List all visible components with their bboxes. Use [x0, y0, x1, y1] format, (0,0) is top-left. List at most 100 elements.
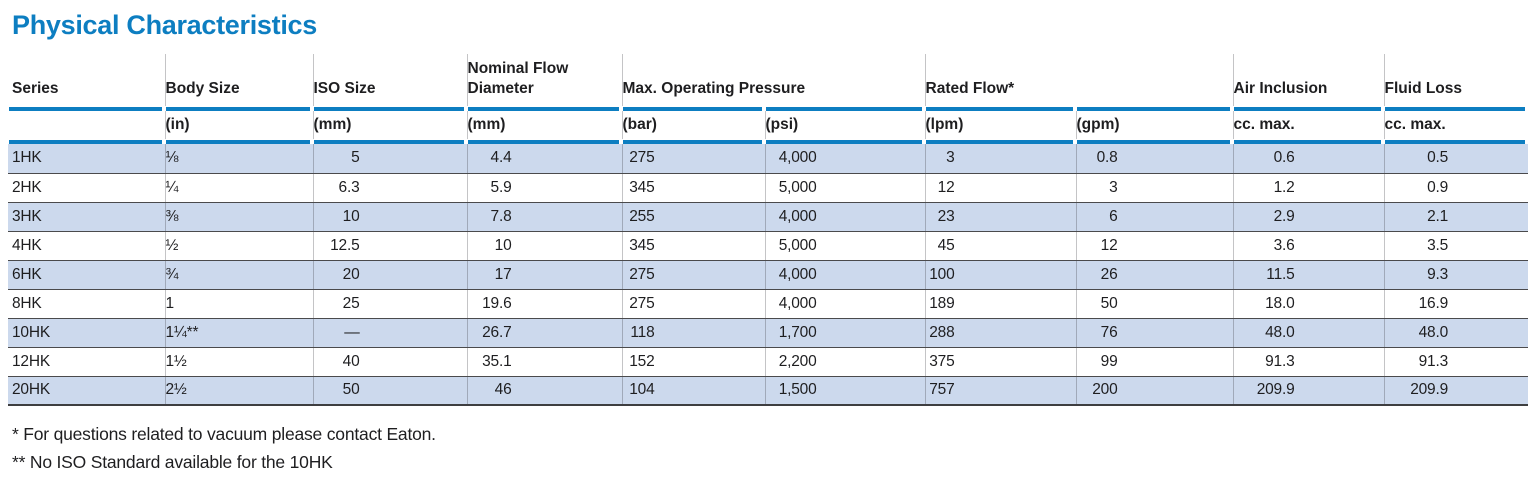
cell-series: 20HK	[8, 376, 165, 406]
cell-iso-size: 40	[312, 347, 467, 377]
rule-segment	[925, 106, 1076, 111]
cell-nominal-flow-diameter: 26.7	[466, 318, 622, 348]
cell-pressure-bar: 275	[621, 144, 765, 174]
table-row-8hk: 8HK 1 25 19.6 275 4,000 189 50 18.0 16.9	[8, 289, 1529, 319]
cell-air-inclusion: 91.3	[1232, 347, 1385, 377]
unit-header-series	[8, 111, 165, 139]
column-header-body-size: Body Size	[164, 54, 313, 106]
cell-pressure-psi: 5,000	[764, 173, 925, 203]
rule-segment	[165, 106, 313, 111]
cell-nominal-flow-diameter: 10	[466, 231, 622, 261]
cell-flow-gpm: 12	[1075, 231, 1234, 261]
rule-segment	[8, 106, 165, 111]
unit-header-body-size-in: (in)	[164, 111, 313, 139]
cell-pressure-psi: 4,000	[764, 144, 925, 174]
cell-air-inclusion: 48.0	[1232, 318, 1385, 348]
rule-segment	[765, 106, 925, 111]
cell-flow-gpm: 3	[1075, 173, 1234, 203]
rule-segment	[622, 139, 765, 144]
table-body: 1HK ⅛ 5 4.4 275 4,000 3 0.8 0.6 0.5 2HK ¼ 6.3 5.9 345 5…	[8, 144, 1529, 406]
cell-series: 4HK	[8, 231, 165, 261]
rule-segment	[765, 139, 925, 144]
cell-flow-gpm: 99	[1075, 347, 1234, 377]
unit-header-iso-size-mm: (mm)	[312, 111, 467, 139]
cell-fluid-loss: 0.9	[1383, 173, 1529, 203]
footnote-iso-standard: ** No ISO Standard available for the 10H…	[12, 452, 333, 472]
cell-pressure-psi: 2,200	[764, 347, 925, 377]
cell-flow-gpm: 76	[1075, 318, 1234, 348]
cell-flow-lpm: 288	[924, 318, 1076, 348]
column-header-max-operating-pressure: Max. Operating Pressure	[621, 54, 925, 106]
cell-pressure-bar: 255	[621, 202, 765, 232]
cell-series: 10HK	[8, 318, 165, 348]
cell-air-inclusion: 18.0	[1232, 289, 1385, 319]
cell-iso-size: 50	[312, 376, 467, 406]
cell-pressure-bar: 275	[621, 289, 765, 319]
cell-series: 3HK	[8, 202, 165, 232]
cell-iso-size: —	[312, 318, 467, 348]
cell-air-inclusion: 1.2	[1232, 173, 1385, 203]
cell-series: 6HK	[8, 260, 165, 290]
cell-body-size: 1	[164, 289, 313, 319]
cell-pressure-psi: 4,000	[764, 260, 925, 290]
table-header-row: Series Body Size ISO Size Nominal Flow D…	[8, 54, 1529, 106]
cell-body-size: ¼	[164, 173, 313, 203]
cell-pressure-bar: 118	[621, 318, 765, 348]
cell-air-inclusion: 3.6	[1232, 231, 1385, 261]
table-row-2hk: 2HK ¼ 6.3 5.9 345 5,000 12 3 1.2 0.9	[8, 173, 1529, 203]
column-header-air-inclusion: Air Inclusion	[1232, 54, 1385, 106]
physical-characteristics-table: Series Body Size ISO Size Nominal Flow D…	[8, 54, 1529, 406]
rule-segment	[8, 139, 165, 144]
cell-flow-lpm: 23	[924, 202, 1076, 232]
footnote-vacuum: * For questions related to vacuum please…	[12, 424, 436, 444]
cell-nominal-flow-diameter: 17	[466, 260, 622, 290]
cell-body-size: 1½	[164, 347, 313, 377]
cell-body-size: ⅛	[164, 144, 313, 174]
rule-segment	[1233, 106, 1384, 111]
cell-pressure-psi: 1,500	[764, 376, 925, 406]
cell-fluid-loss: 3.5	[1383, 231, 1529, 261]
rule-segment	[165, 139, 313, 144]
unit-header-pressure-bar: (bar)	[621, 111, 765, 139]
units-blue-rule	[8, 139, 1528, 144]
cell-flow-lpm: 3	[924, 144, 1076, 174]
column-header-fluid-loss: Fluid Loss	[1383, 54, 1529, 106]
table-row-4hk: 4HK ½ 12.5 10 345 5,000 45 12 3.6 3.5	[8, 231, 1529, 261]
unit-header-pressure-psi: (psi)	[764, 111, 925, 139]
table-header: Series Body Size ISO Size Nominal Flow D…	[8, 54, 1529, 144]
table-units-row: (in) (mm) (mm) (bar) (psi) (lpm) (gpm) c…	[8, 111, 1529, 139]
cell-flow-gpm: 200	[1075, 376, 1234, 406]
header-blue-rule	[8, 106, 1528, 111]
rule-segment	[622, 106, 765, 111]
column-header-rated-flow: Rated Flow*	[924, 54, 1234, 106]
cell-series: 2HK	[8, 173, 165, 203]
cell-air-inclusion: 209.9	[1232, 376, 1385, 406]
cell-pressure-bar: 345	[621, 173, 765, 203]
rule-segment	[313, 139, 467, 144]
cell-air-inclusion: 11.5	[1232, 260, 1385, 290]
cell-fluid-loss: 0.5	[1383, 144, 1529, 174]
cell-body-size: ½	[164, 231, 313, 261]
cell-iso-size: 10	[312, 202, 467, 232]
cell-fluid-loss: 91.3	[1383, 347, 1529, 377]
cell-flow-gpm: 26	[1075, 260, 1234, 290]
cell-flow-gpm: 50	[1075, 289, 1234, 319]
rule-segment	[1233, 139, 1384, 144]
cell-pressure-bar: 345	[621, 231, 765, 261]
table-row-6hk: 6HK ¾ 20 17 275 4,000 100 26 11.5 9.3	[8, 260, 1529, 290]
cell-nominal-flow-diameter: 5.9	[466, 173, 622, 203]
cell-iso-size: 20	[312, 260, 467, 290]
cell-pressure-psi: 1,700	[764, 318, 925, 348]
cell-flow-lpm: 100	[924, 260, 1076, 290]
cell-pressure-bar: 275	[621, 260, 765, 290]
cell-iso-size: 5	[312, 144, 467, 174]
cell-body-size: ⅜	[164, 202, 313, 232]
column-header-iso-size: ISO Size	[312, 54, 467, 106]
cell-nominal-flow-diameter: 7.8	[466, 202, 622, 232]
unit-header-flow-lpm: (lpm)	[924, 111, 1076, 139]
table-row-20hk: 20HK 2½ 50 46 104 1,500 757 200 209.9 209.9	[8, 376, 1529, 406]
table-row-3hk: 3HK ⅜ 10 7.8 255 4,000 23 6 2.9 2.1	[8, 202, 1529, 232]
table-row-12hk: 12HK 1½ 40 35.1 152 2,200 375 99 91.3 91.3	[8, 347, 1529, 377]
cell-series: 12HK	[8, 347, 165, 377]
